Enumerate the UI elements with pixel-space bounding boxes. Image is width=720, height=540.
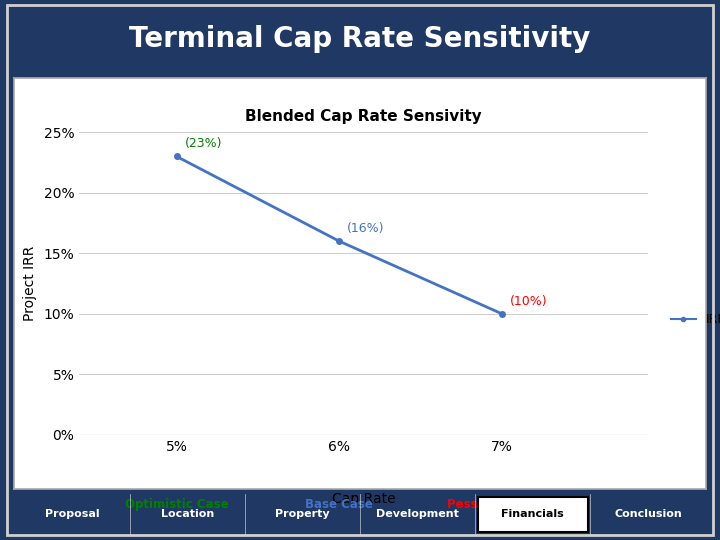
Text: Base Case: Base Case — [305, 497, 373, 511]
Text: Financials: Financials — [501, 509, 564, 519]
Text: Conclusion: Conclusion — [614, 509, 682, 519]
Text: Pessimistic Case: Pessimistic Case — [446, 497, 557, 511]
Text: Property: Property — [275, 509, 330, 519]
Title: Blended Cap Rate Sensivity: Blended Cap Rate Sensivity — [246, 109, 482, 124]
Legend: IRR: IRR — [665, 308, 720, 331]
Text: (16%): (16%) — [347, 222, 385, 235]
FancyBboxPatch shape — [478, 497, 588, 532]
Text: (23%): (23%) — [185, 138, 222, 151]
Text: Optimistic Case: Optimistic Case — [125, 497, 228, 511]
Text: Proposal: Proposal — [45, 509, 99, 519]
X-axis label: Cap Rate: Cap Rate — [332, 492, 395, 507]
Text: Location: Location — [161, 509, 214, 519]
Text: Terminal Cap Rate Sensitivity: Terminal Cap Rate Sensitivity — [130, 25, 590, 53]
Y-axis label: Project IRR: Project IRR — [22, 246, 37, 321]
Text: (10%): (10%) — [510, 295, 547, 308]
Text: Development: Development — [376, 509, 459, 519]
